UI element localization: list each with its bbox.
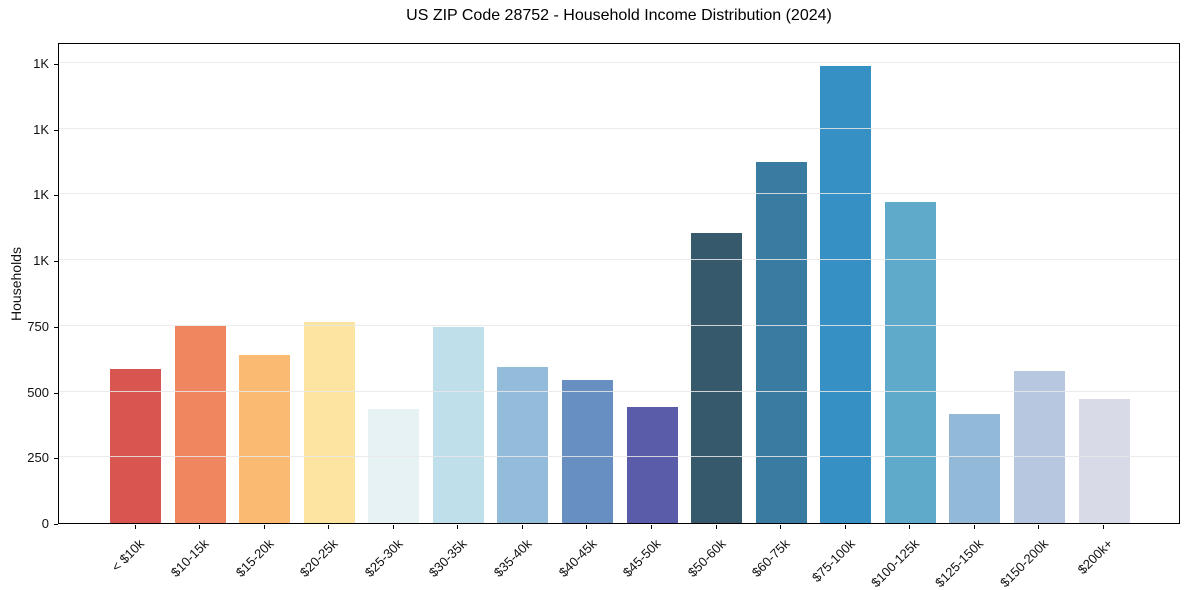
- y-tick-label: 500: [27, 384, 49, 400]
- x-tick-mark: [521, 525, 523, 529]
- x-tick-mark: [651, 525, 653, 529]
- x-tick-label: $100-125k: [867, 536, 922, 590]
- gridline: [59, 324, 1179, 326]
- x-tick-mark: [586, 525, 588, 529]
- x-tick-mark: [973, 525, 975, 529]
- y-tick-mark: [54, 326, 58, 328]
- bar-$35-40k: [497, 366, 549, 523]
- x-tick-mark: [263, 525, 265, 529]
- x-tick-label: $150-200k: [997, 536, 1052, 590]
- y-tick-mark: [54, 458, 58, 460]
- y-tick-label: 1K: [33, 56, 49, 72]
- y-tick-mark: [54, 64, 58, 66]
- bar-$50-60k: [691, 232, 743, 523]
- y-tick-label: 1K: [33, 187, 49, 203]
- x-tick-label: $40-45k: [555, 536, 600, 580]
- bar-$15-20k: [239, 354, 291, 523]
- gridline: [59, 259, 1179, 261]
- x-tick-labels: < $10k $10-15k $15-20k $20-25k $25-30k $30-35…: [58, 529, 1180, 590]
- y-tick-label: 1K: [33, 121, 49, 137]
- bar-$100-125k: [884, 202, 936, 523]
- chart-title: US ZIP Code 28752 - Household Income Dis…: [406, 7, 832, 24]
- bar-< $10k: [110, 369, 161, 523]
- bar-$75-100k: [820, 65, 872, 523]
- y-tick-mark: [54, 261, 58, 263]
- x-tick-mark: [909, 525, 911, 529]
- y-tick-label: 250: [27, 450, 49, 466]
- bar-$60-75k: [755, 161, 807, 523]
- y-tick-mark: [54, 129, 58, 131]
- x-tick-label: $125-150k: [932, 536, 987, 590]
- x-tick-mark: [457, 525, 459, 529]
- x-tick-label: $30-35k: [426, 536, 470, 580]
- x-tick-label: < $10k: [108, 536, 148, 575]
- y-tick-label: 750: [27, 318, 49, 334]
- x-tick-mark: [844, 525, 846, 529]
- x-tick-label: $25-30k: [361, 536, 406, 580]
- gridline: [59, 390, 1179, 392]
- x-tick-mark: [134, 525, 136, 529]
- y-tick-labels: 0 250 500 750 1K 1K 1K 1K: [0, 43, 49, 531]
- y-tick-mark: [54, 392, 58, 394]
- x-tick-label: $10-15k: [167, 536, 212, 580]
- bar-$200k+: [1078, 399, 1130, 523]
- x-tick-label: $200k+: [1074, 536, 1116, 578]
- plot-area: [58, 43, 1180, 524]
- x-tick-mark: [328, 525, 330, 529]
- bar-$125-150k: [949, 413, 1001, 523]
- x-tick-label: $50-60k: [684, 536, 729, 580]
- x-tick-label: $20-25k: [296, 536, 341, 580]
- x-tick-mark: [1103, 525, 1105, 529]
- x-tick-label: $35-40k: [490, 536, 535, 580]
- x-tick-mark: [715, 525, 717, 529]
- x-tick-label: $45-50k: [619, 536, 664, 580]
- bar-$20-25k: [303, 321, 355, 523]
- y-tick-label: 0: [41, 516, 49, 531]
- bar-$30-35k: [432, 327, 484, 523]
- bar-$150-200k: [1013, 370, 1065, 523]
- y-tick-mark: [54, 195, 58, 197]
- bar-$10-15k: [174, 325, 226, 523]
- x-tick-mark: [392, 525, 394, 529]
- gridline: [59, 127, 1179, 129]
- x-tick-label: $60-75k: [748, 536, 793, 580]
- x-tick-mark: [199, 525, 201, 529]
- x-tick-label: $15-20k: [232, 536, 277, 580]
- y-tick-mark: [54, 524, 58, 525]
- gridline: [59, 62, 1179, 64]
- x-tick-label: $75-100k: [808, 536, 858, 585]
- bar-$25-30k: [368, 408, 420, 523]
- y-tick-label: 1K: [33, 253, 49, 269]
- x-tick-mark: [1038, 525, 1040, 529]
- gridline: [59, 193, 1179, 195]
- x-tick-mark: [780, 525, 782, 529]
- gridline: [59, 456, 1179, 458]
- bar-$40-45k: [561, 379, 613, 523]
- bar-$45-50k: [626, 407, 678, 523]
